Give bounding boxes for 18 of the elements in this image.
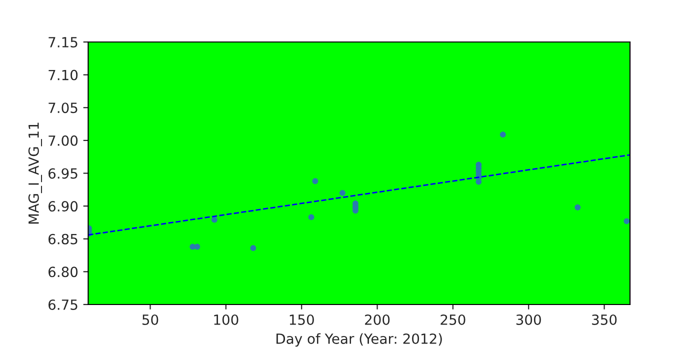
y-tick-label: 6.75 xyxy=(48,299,78,310)
y-tick-label: 7.10 xyxy=(48,70,78,80)
y-axis-title: MAG_I_AVG_11 xyxy=(28,122,42,224)
x-tick-label: 350 xyxy=(592,314,617,325)
y-tick-label: 7.00 xyxy=(48,135,78,146)
x-tick-label: 300 xyxy=(516,314,541,325)
y-tick-label: 6.80 xyxy=(48,266,78,278)
x-axis-title: Day of Year (Year: 2012) xyxy=(276,333,442,347)
y-tick-label: 7.05 xyxy=(48,102,78,114)
y-tick-label: 6.90 xyxy=(48,201,78,212)
x-tick-label: 100 xyxy=(214,314,238,325)
y-tick-label: 6.85 xyxy=(48,234,78,244)
y-tick-label: 7.15 xyxy=(48,37,78,48)
x-tick-label: 200 xyxy=(365,314,390,325)
x-tick-label: 150 xyxy=(290,314,314,325)
x-tick-label: 50 xyxy=(142,314,158,325)
y-tick-label: 6.95 xyxy=(48,168,78,179)
x-tick-label: 250 xyxy=(440,314,466,325)
